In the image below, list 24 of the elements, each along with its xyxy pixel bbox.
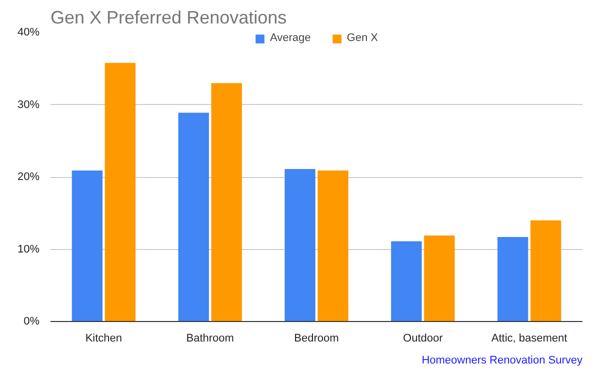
bar	[424, 236, 455, 322]
x-tick-label: Bedroom	[294, 332, 339, 344]
bar	[391, 241, 422, 322]
legend-label: Gen X	[346, 32, 378, 44]
bar	[104, 62, 136, 322]
y-tick-label: 20%	[17, 171, 40, 183]
x-tick-label: Kitchen	[85, 332, 122, 344]
bar	[497, 236, 528, 322]
legend-label: Average	[270, 32, 311, 44]
y-tick-label: 40%	[17, 26, 40, 38]
y-tick-label: 0%	[24, 316, 40, 328]
text: Homeowners Renovation Survey	[422, 354, 583, 366]
y-tick-label: 10%	[17, 243, 40, 256]
chart-title: Gen X Preferred Renovations	[50, 8, 287, 28]
bar	[211, 83, 242, 322]
bar	[318, 170, 348, 322]
bar	[284, 169, 316, 322]
y-tick-label: 30%	[17, 98, 40, 111]
bar	[530, 220, 562, 322]
x-tick-label: Attic, basement	[491, 332, 568, 344]
x-tick-label: Bathroom	[186, 332, 234, 344]
x-tick-label: Outdoor	[403, 332, 444, 344]
bar	[72, 170, 103, 322]
bar	[178, 112, 209, 322]
